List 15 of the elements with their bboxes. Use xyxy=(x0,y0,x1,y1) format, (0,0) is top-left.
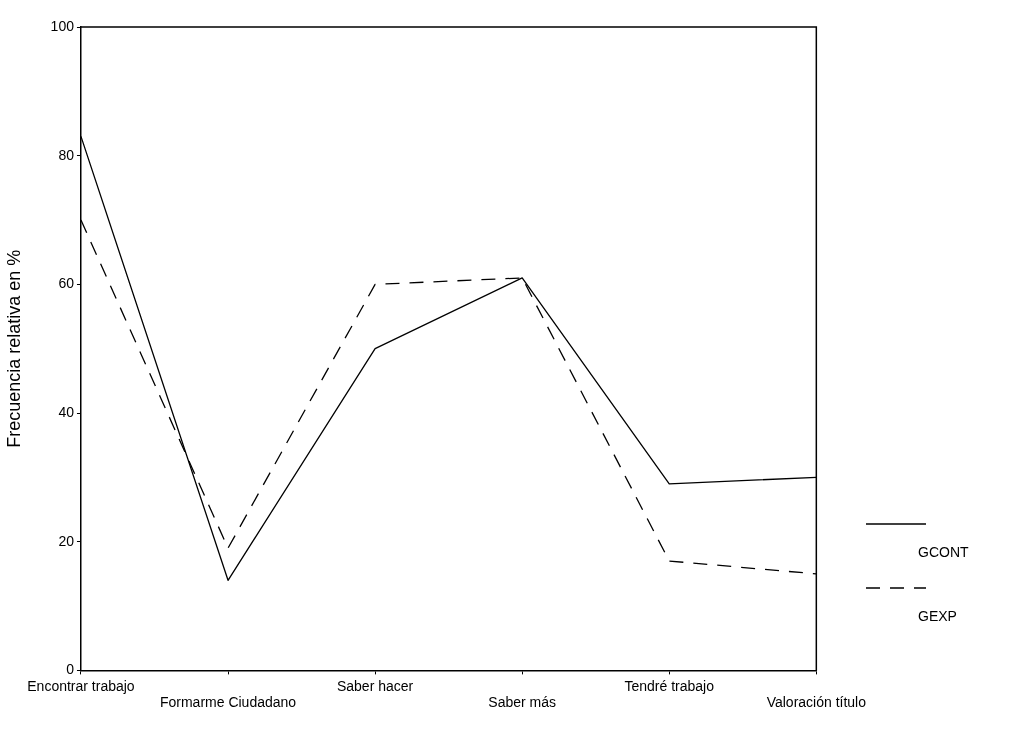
y-tick-label: 100 xyxy=(50,17,75,34)
x-tick-label: Encontrar trabajo xyxy=(27,677,135,694)
x-tick-label: Valoración título xyxy=(766,694,867,711)
text: GCONT xyxy=(918,544,969,560)
text: GEXP xyxy=(918,608,957,624)
x-tick-label: Saber hacer xyxy=(336,677,414,694)
y-tick-label: 80 xyxy=(58,146,75,163)
x-tick-label: Formarme Ciudadano xyxy=(159,694,297,711)
y-tick-label: 40 xyxy=(58,403,75,420)
x-tick-label: Tendré trabajo xyxy=(624,677,715,694)
x-tick-label: Saber más xyxy=(488,694,557,711)
y-tick-label: 20 xyxy=(58,532,75,549)
y-tick-label: 60 xyxy=(58,275,75,292)
y-tick-label: 0 xyxy=(66,661,75,678)
y-axis-title: Frecuencia relativa en % xyxy=(3,249,24,448)
